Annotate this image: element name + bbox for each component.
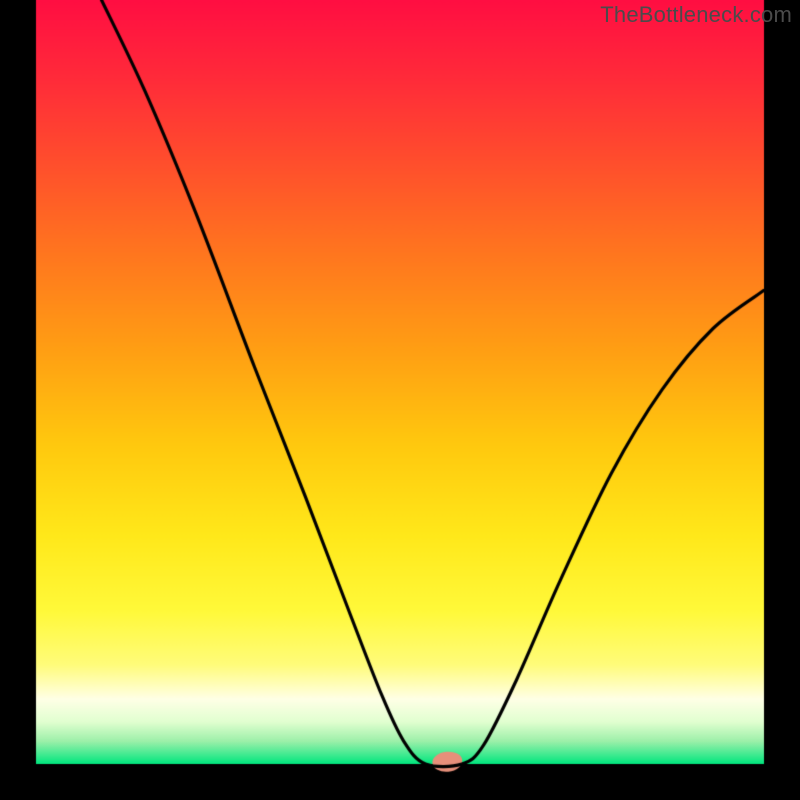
bottleneck-chart-canvas	[0, 0, 800, 800]
watermark-label: TheBottleneck.com	[600, 2, 792, 28]
